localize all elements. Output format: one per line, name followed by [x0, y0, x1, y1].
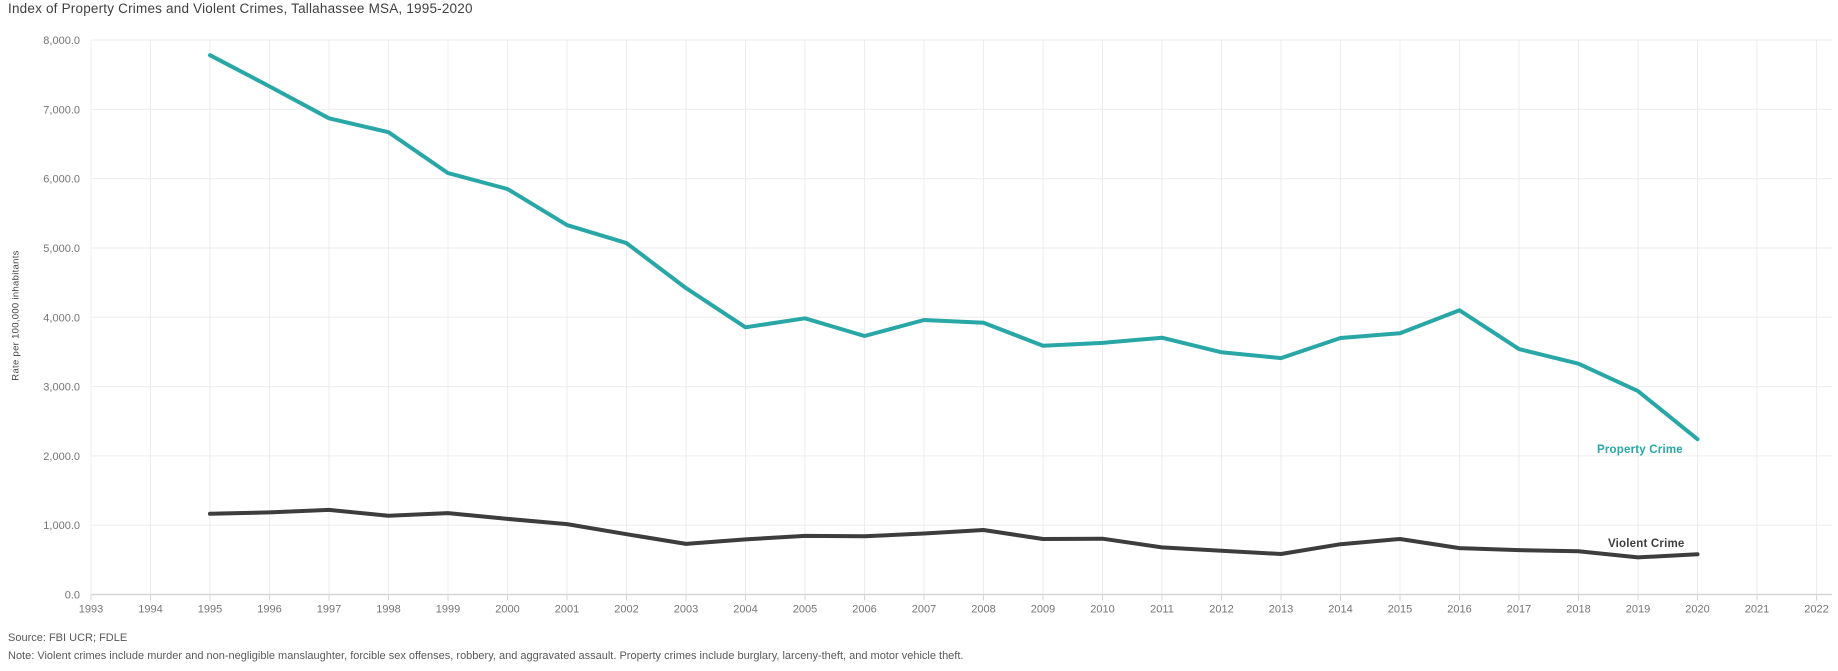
series-label-violent-crime: Violent Crime — [1608, 538, 1685, 550]
y-tick-label: 8,000.0 — [43, 35, 80, 47]
series-label-property-crime: Property Crime — [1597, 444, 1683, 456]
x-tick-label: 2003 — [674, 604, 698, 616]
y-tick-label: 7,000.0 — [43, 104, 80, 116]
property-crime-line[interactable] — [208, 53, 1700, 442]
x-tick-label: 2020 — [1685, 604, 1709, 616]
x-tick-label: 2019 — [1626, 604, 1650, 616]
x-tick-label: 2002 — [614, 604, 638, 616]
x-tick-label: 2008 — [971, 604, 995, 616]
x-tick-label: 1999 — [436, 604, 460, 616]
y-tick-label: 4,000.0 — [43, 312, 80, 324]
x-tick-label: 1995 — [198, 604, 222, 616]
x-tick-label: 2018 — [1566, 604, 1590, 616]
x-tick-label: 2000 — [495, 604, 519, 616]
y-tick-label: 6,000.0 — [43, 174, 80, 186]
x-tick-label: 1998 — [376, 604, 400, 616]
x-tick-label: 1993 — [79, 604, 103, 616]
methodology-note: Note: Violent crimes include murder and … — [8, 650, 964, 662]
x-tick-label: 2021 — [1745, 604, 1769, 616]
x-tick-label: 2001 — [555, 604, 579, 616]
chart-title: Index of Property Crimes and Violent Cri… — [8, 1, 473, 16]
x-tick-label: 2017 — [1507, 604, 1531, 616]
x-tick-label: 2007 — [912, 604, 936, 616]
x-tick-label: 1997 — [317, 604, 341, 616]
x-tick-label: 2022 — [1804, 604, 1828, 616]
x-tick-label: 2006 — [852, 604, 876, 616]
y-tick-label: 2,000.0 — [43, 451, 80, 463]
x-tick-label: 2005 — [793, 604, 817, 616]
violent-crime-line[interactable] — [208, 507, 1700, 560]
x-tick-label: 2014 — [1328, 604, 1352, 616]
y-tick-label: 5,000.0 — [43, 243, 80, 255]
y-tick-label: 0.0 — [65, 590, 80, 602]
x-tick-label: 2016 — [1447, 604, 1471, 616]
x-tick-label: 2012 — [1209, 604, 1233, 616]
source-note: Source: FBI UCR; FDLE — [8, 632, 128, 644]
y-tick-label: 3,000.0 — [43, 382, 80, 394]
y-tick-label: 1,000.0 — [43, 520, 80, 532]
x-tick-label: 1994 — [138, 604, 162, 616]
x-tick-label: 2004 — [733, 604, 757, 616]
x-tick-label: 2010 — [1090, 604, 1114, 616]
x-tick-label: 2015 — [1388, 604, 1412, 616]
x-tick-label: 2009 — [1031, 604, 1055, 616]
x-tick-label: 1996 — [257, 604, 281, 616]
x-tick-label: 2011 — [1150, 604, 1174, 616]
x-tick-label: 2013 — [1269, 604, 1293, 616]
